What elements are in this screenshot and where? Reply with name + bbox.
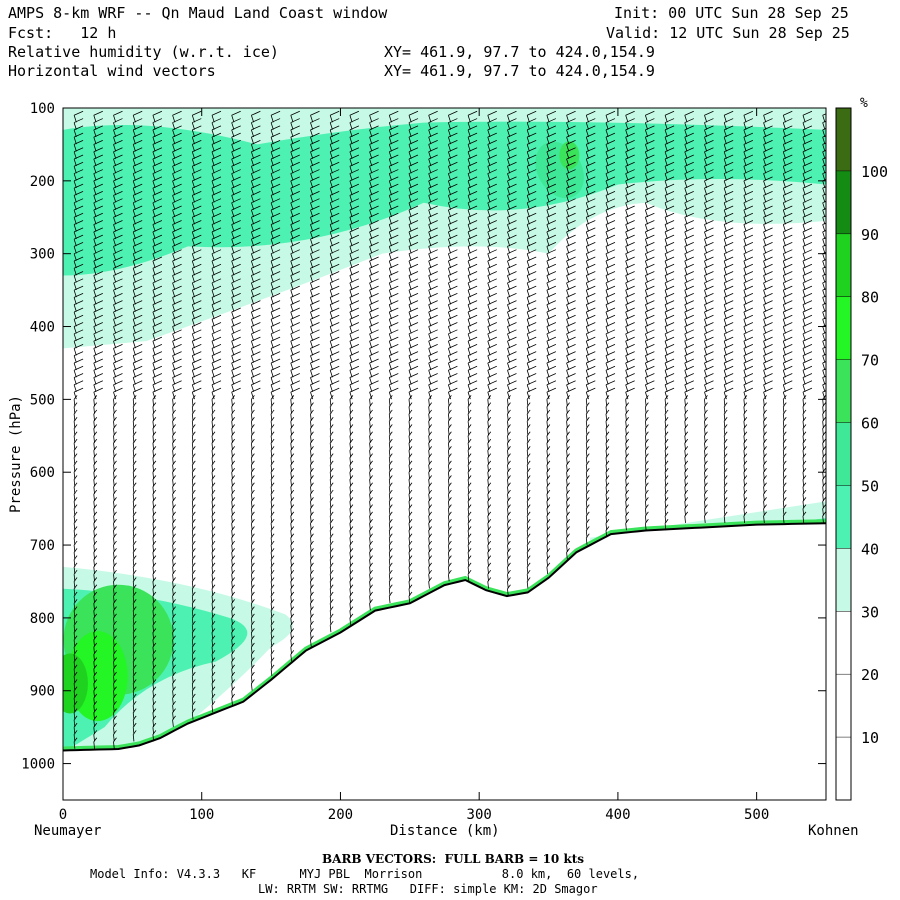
y-tick-label: 200 <box>30 174 55 190</box>
colorbar-segment <box>836 422 851 486</box>
colorbar-segment <box>836 611 851 675</box>
x-tick-label: 100 <box>189 807 214 823</box>
colorbar-segment <box>836 296 851 360</box>
y-tick-label: 100 <box>30 101 55 117</box>
colorbar-segment <box>836 485 851 549</box>
forecast-hour: Fcst: 12 h <box>8 24 117 42</box>
y-tick-label: 900 <box>30 684 55 700</box>
x-axis: 0 100 200 300 400 500 <box>59 108 769 823</box>
y-axis: 100 200 300 400 500 600 700 800 900 1000 <box>21 101 826 773</box>
xy-range-2: XY= 461.9, 97.7 to 424.0,154.9 <box>384 62 655 80</box>
x-axis-label: Distance (km) <box>390 823 500 839</box>
physics-info: LW: RRTM SW: RRTMG DIFF: simple KM: 2D S… <box>258 882 598 896</box>
x-tick-label: 200 <box>328 807 353 823</box>
x-tick-label: 300 <box>467 807 492 823</box>
xy-range-1: XY= 461.9, 97.7 to 424.0,154.9 <box>384 43 655 61</box>
wind-barbs <box>73 110 826 749</box>
colorbar-segment <box>836 170 851 234</box>
plot-frame <box>62 107 827 801</box>
colorbar: 10 20 30 40 50 60 70 80 90 100% <box>835 96 888 801</box>
x-tick-label: 0 <box>59 807 67 823</box>
colorbar-label: 40 <box>861 540 879 558</box>
colorbar-segment <box>836 359 851 423</box>
surface-moist-band <box>63 519 826 751</box>
y-tick-label: 600 <box>30 465 55 481</box>
colorbar-label: 20 <box>861 666 879 684</box>
colorbar-segment <box>836 108 851 171</box>
y-tick-label: 400 <box>30 320 55 336</box>
terrain-mask <box>63 523 826 800</box>
barb-note: BARB VECTORS: FULL BARB = 10 kts <box>322 852 585 866</box>
humidity-shading <box>63 108 826 800</box>
init-time: Init: 00 UTC Sun 28 Sep 25 <box>614 4 849 22</box>
field-name-2: Horizontal wind vectors <box>8 62 216 80</box>
y-axis-label: Pressure (hPa) <box>8 395 24 514</box>
colorbar-label: 90 <box>861 226 879 244</box>
rh-40-upper-band <box>63 121 826 276</box>
chart-title: AMPS 8-km WRF -- Qn Maud Land Coast wind… <box>8 4 388 22</box>
right-station-label: Kohnen <box>808 823 859 839</box>
colorbar-label: 30 <box>861 603 879 621</box>
x-tick-label: 400 <box>605 807 630 823</box>
field-name-1: Relative humidity (w.r.t. ice) <box>8 43 279 61</box>
colorbar-label: 70 <box>861 352 879 370</box>
colorbar-segment <box>836 737 851 800</box>
y-tick-label: 500 <box>30 392 55 408</box>
model-info: Model Info: V4.3.3 KF MYJ PBL Morrison 8… <box>90 867 640 881</box>
colorbar-label: 10 <box>861 729 879 747</box>
valid-time: Valid: 12 UTC Sun 28 Sep 25 <box>606 24 850 42</box>
left-station-label: Neumayer <box>34 823 102 839</box>
colorbar-frame <box>835 107 852 801</box>
colorbar-segment <box>836 674 851 738</box>
colorbar-label: 50 <box>861 477 879 495</box>
terrain-line <box>63 522 826 752</box>
colorbar-unit: % <box>860 96 868 111</box>
y-tick-label: 700 <box>30 538 55 554</box>
colorbar-label: 100 <box>861 163 888 181</box>
colorbar-label: 60 <box>861 415 879 433</box>
rh-80-low-core <box>63 653 88 714</box>
y-tick-label: 800 <box>30 611 55 627</box>
y-tick-label: 1000 <box>21 757 55 773</box>
colorbar-label: 80 <box>861 289 879 307</box>
colorbar-segment <box>836 233 851 297</box>
y-tick-label: 300 <box>30 247 55 263</box>
colorbar-segment <box>836 548 851 612</box>
x-tick-label: 500 <box>744 807 769 823</box>
